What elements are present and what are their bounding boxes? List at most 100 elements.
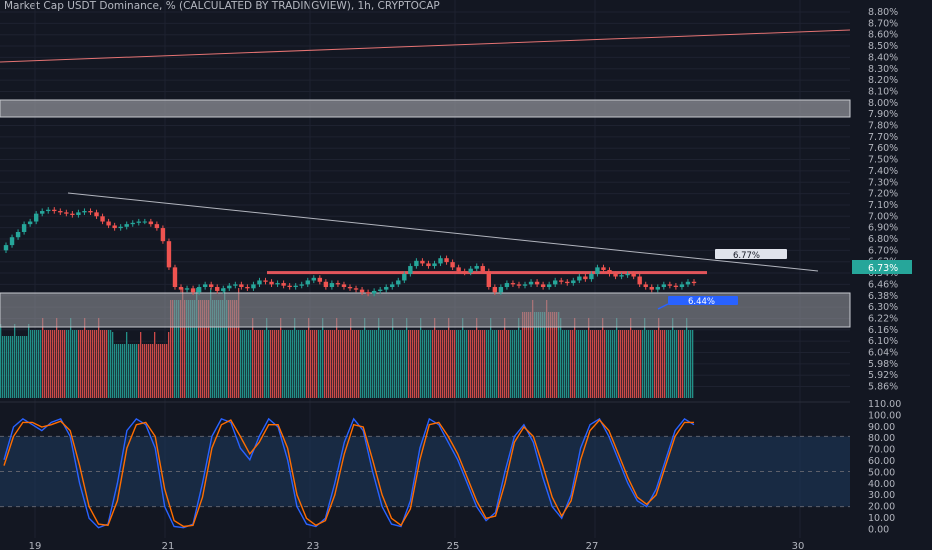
candle-body [178,287,184,290]
candle-body [365,292,371,294]
volume-bar [402,330,404,398]
volume-bar [272,330,274,398]
candle-body [643,284,648,287]
volume-bar [442,330,444,398]
volume-bar [278,330,280,398]
volume-bar [630,318,632,398]
candle-body [221,288,226,291]
volume-bar [44,330,46,398]
volume-bar [304,330,306,398]
volume-bar [450,330,452,398]
volume-bar [658,318,660,398]
annotation-pointer [657,303,669,310]
volume-bar [164,344,166,398]
candle-body [522,284,528,286]
volume-bar [324,330,326,398]
stoch-axis-tick: 60.00 [868,456,895,467]
volume-bar [282,330,284,398]
volume-bar [148,344,150,398]
volume-bar [352,330,354,398]
candle-body [589,273,594,280]
volume-bar [650,330,652,398]
volume-bar [412,330,414,398]
volume-bar [302,330,304,398]
candle-body [27,221,33,225]
volume-bar [588,318,590,398]
volume-bar [230,300,232,398]
volume-bar [206,300,208,398]
candle-body [58,211,63,213]
candle-body [335,283,341,285]
price-axis-tick: 6.04% [868,348,898,359]
volume-bar [638,330,640,398]
volume-bar [4,336,6,398]
volume-bar [136,344,138,398]
volume-bar [268,330,270,398]
candles [3,207,697,297]
volume-bar [238,288,240,398]
candle-body [673,285,679,287]
volume-bar [128,344,130,398]
price-axis-tick: 7.70% [868,132,898,143]
volume-bar [334,330,336,398]
stoch-axis-tick: 40.00 [868,479,895,490]
volume-bar [336,318,338,398]
volume-bar [648,330,650,398]
price-axis-tick: 6.38% [868,291,898,302]
volume-bar [418,330,420,398]
volume-bar [480,330,482,398]
volume-bar [664,330,666,398]
time-axis-tick: 23 [307,541,320,550]
volume-bar [592,330,594,398]
volume-bar [192,300,194,398]
candle-body [106,221,111,226]
price-axis-tick: 6.16% [868,325,898,336]
volume-bar [492,330,494,398]
volume-bar [368,330,370,398]
price-axis-tick: 6.22% [868,313,898,324]
volume-bar [512,330,514,398]
volume-bar [110,330,112,398]
candle-body [359,289,365,293]
volume-bar [520,330,522,398]
volume-bar [462,318,464,398]
candle-body [583,276,588,280]
volume-bar [566,330,568,398]
time-axis-tick: 25 [447,541,460,550]
volume-bar [596,330,598,398]
candle-body [299,284,304,286]
candle-body [426,263,431,267]
candle-body [667,284,673,286]
volume-bar [174,300,176,398]
candle-body [691,281,697,284]
volume-bar [622,330,624,398]
candle-body [33,213,39,222]
price-axis-tick: 8.00% [868,98,898,109]
annotation-label-white: 6.77% [733,251,760,261]
volume-bar [152,344,154,398]
volume-bar [676,330,678,398]
volume-bar [240,330,242,398]
volume-bar [394,330,396,398]
volume-bar [312,330,314,398]
volume-bar [248,330,250,398]
volume-bar [254,330,256,398]
volume-bar [182,288,184,398]
volume-bar [390,330,392,398]
volume-bar [198,300,200,398]
price-axis-tick: 8.20% [868,75,898,86]
volume-bar [138,344,140,398]
candle-body [154,224,160,229]
volume-bar [6,336,8,398]
price-tag-label: 6.73% [868,263,898,274]
upper-zone [0,99,851,118]
volume-bar [308,318,310,398]
volume-bar [294,318,296,398]
candle-body [540,284,546,287]
volume-bar [88,330,90,398]
volume-bar [360,330,362,398]
volume-bar [296,330,298,398]
volume-bar [564,330,566,398]
volume-bar [436,330,438,398]
